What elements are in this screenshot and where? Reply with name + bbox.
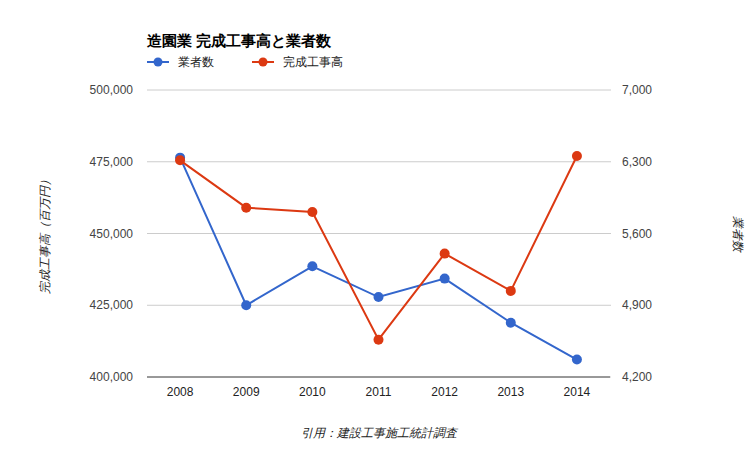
legend-marker [154, 58, 163, 67]
x-tick-label: 2014 [564, 385, 591, 399]
grid-line [147, 377, 610, 378]
x-tick-label: 2008 [167, 385, 194, 399]
grid [147, 90, 610, 377]
y2-tick [610, 305, 611, 306]
y-tick-label: 450,000 [90, 227, 134, 241]
y2-tick-label: 7,000 [622, 83, 652, 97]
data-point [440, 249, 450, 259]
y-tick-label: 400,000 [90, 370, 134, 384]
y-tick-label: 500,000 [90, 83, 134, 97]
data-point [307, 207, 317, 217]
y2-tick-label: 4,900 [622, 298, 652, 312]
x-tick-label: 2009 [233, 385, 260, 399]
plot-area [175, 151, 582, 365]
x-tick-label: 2012 [431, 385, 458, 399]
y2-tick [610, 161, 611, 162]
data-point [572, 355, 582, 365]
series-line [180, 156, 577, 340]
y2-tick-label: 5,600 [622, 227, 652, 241]
x-tick-label: 2010 [299, 385, 326, 399]
legend-label: 完成工事高 [283, 55, 343, 69]
series-line [180, 158, 577, 360]
y-tick-label: 425,000 [90, 298, 134, 312]
data-point [241, 203, 251, 213]
data-point [440, 274, 450, 284]
data-point [374, 335, 384, 345]
data-point [307, 261, 317, 271]
legend-label: 業者数 [178, 55, 214, 69]
data-point [506, 286, 516, 296]
x-tick-label: 2013 [497, 385, 524, 399]
y-axis-title: 完成工事高（百万円） [38, 174, 52, 294]
data-point [506, 318, 516, 328]
grid-line [147, 90, 610, 91]
data-point [175, 155, 185, 165]
y2-tick [610, 377, 611, 378]
x-tick-label: 2011 [366, 385, 392, 399]
y2-tick-label: 6,300 [622, 155, 652, 169]
source-note: 引用：建設工事施工統計調査 [301, 426, 459, 440]
y2-axis-title: 業者数 [731, 216, 745, 254]
legend-marker [259, 58, 268, 67]
grid-line [147, 233, 610, 234]
grid-line [147, 161, 610, 162]
y2-tick [610, 90, 611, 91]
y-tick-label: 475,000 [90, 155, 134, 169]
data-point [374, 292, 384, 302]
chart: 400,000 425,000 450,000 475,000 500,000 4,200… [0, 0, 756, 467]
y2-tick [610, 233, 611, 234]
title: 造園業 完成工事高と業者数 [146, 32, 332, 49]
grid-line [147, 305, 610, 306]
data-point [241, 300, 251, 310]
y2-tick-label: 4,200 [622, 370, 652, 384]
data-point [572, 151, 582, 161]
